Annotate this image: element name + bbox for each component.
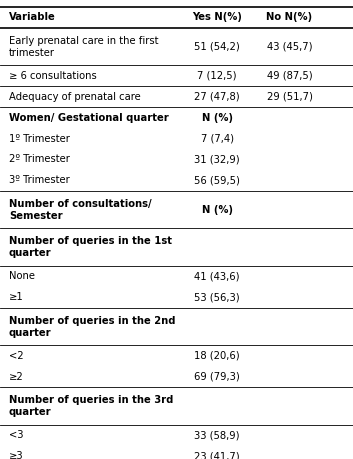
Text: 2º Trimester: 2º Trimester xyxy=(9,154,70,164)
Text: 31 (32,9): 31 (32,9) xyxy=(194,154,240,164)
Text: 18 (20,6): 18 (20,6) xyxy=(194,351,240,361)
Text: 43 (45,7): 43 (45,7) xyxy=(267,42,312,51)
Text: Early prenatal care in the first
trimester: Early prenatal care in the first trimest… xyxy=(9,36,158,57)
Text: Yes N(%): Yes N(%) xyxy=(192,12,242,22)
Text: 53 (56,3): 53 (56,3) xyxy=(194,292,240,302)
Text: 1º Trimester: 1º Trimester xyxy=(9,134,70,144)
Text: 33 (58,9): 33 (58,9) xyxy=(195,430,240,440)
Text: ≥ 6 consultations: ≥ 6 consultations xyxy=(9,71,97,81)
Text: Number of queries in the 3rd
quarter: Number of queries in the 3rd quarter xyxy=(9,395,173,417)
Text: None: None xyxy=(9,271,35,281)
Text: 7 (12,5): 7 (12,5) xyxy=(197,71,237,81)
Text: No N(%): No N(%) xyxy=(267,12,312,22)
Text: <3: <3 xyxy=(9,430,23,440)
Text: 3º Trimester: 3º Trimester xyxy=(9,175,70,185)
Text: <2: <2 xyxy=(9,351,23,361)
Text: ≥1: ≥1 xyxy=(9,292,24,302)
Text: 7 (7,4): 7 (7,4) xyxy=(201,134,234,144)
Text: ≥2: ≥2 xyxy=(9,372,24,382)
Text: 49 (87,5): 49 (87,5) xyxy=(267,71,312,81)
Text: 69 (79,3): 69 (79,3) xyxy=(194,372,240,382)
Text: ≥3: ≥3 xyxy=(9,451,23,459)
Text: N (%): N (%) xyxy=(202,205,233,214)
Text: 29 (51,7): 29 (51,7) xyxy=(267,92,312,102)
Text: 27 (47,8): 27 (47,8) xyxy=(194,92,240,102)
Text: 56 (59,5): 56 (59,5) xyxy=(194,175,240,185)
Text: Number of queries in the 2nd
quarter: Number of queries in the 2nd quarter xyxy=(9,316,175,337)
Text: 41 (43,6): 41 (43,6) xyxy=(195,271,240,281)
Text: 51 (54,2): 51 (54,2) xyxy=(194,42,240,51)
Text: Number of queries in the 1st
quarter: Number of queries in the 1st quarter xyxy=(9,236,172,258)
Text: Variable: Variable xyxy=(9,12,55,22)
Text: N (%): N (%) xyxy=(202,112,233,123)
Text: Number of consultations/
Semester: Number of consultations/ Semester xyxy=(9,199,151,220)
Text: 23 (41,7): 23 (41,7) xyxy=(194,451,240,459)
Text: Adequacy of prenatal care: Adequacy of prenatal care xyxy=(9,92,140,102)
Text: Women/ Gestational quarter: Women/ Gestational quarter xyxy=(9,112,169,123)
